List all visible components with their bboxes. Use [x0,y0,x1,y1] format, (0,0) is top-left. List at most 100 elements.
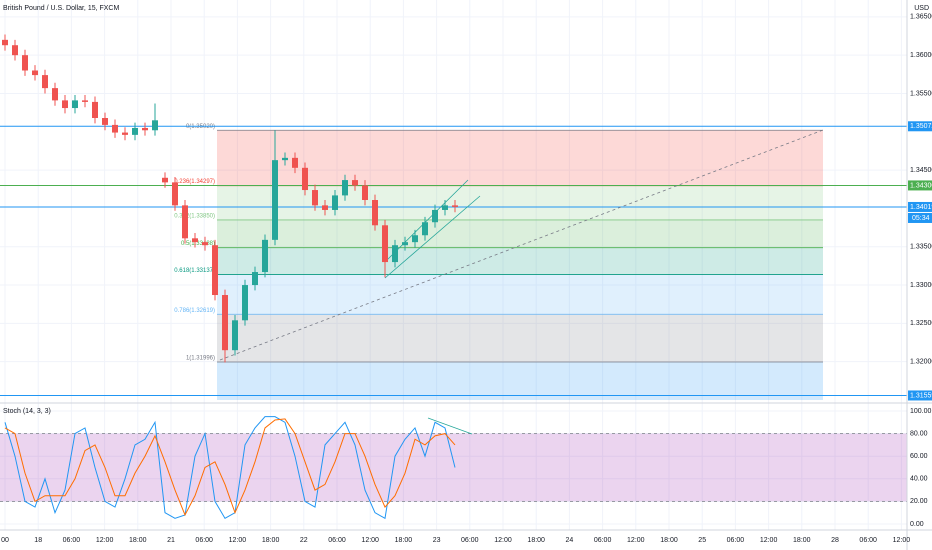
candle-body [102,118,108,125]
candle-body [332,195,338,210]
x-tick-label: 21 [167,537,175,544]
x-tick-label: 12:00 [229,537,247,544]
y-tick-label: 20.00 [910,498,928,505]
x-tick-label: 25 [698,537,706,544]
x-tick-label: 28 [831,537,839,544]
fib-label: 0.382(1.33850) [174,214,215,220]
x-tick-label: 12:00 [494,537,512,544]
x-tick-label: 18:00 [395,537,413,544]
fib-label: 0.236(1.34297) [174,179,215,185]
candle-body [212,245,218,296]
candle-body [252,272,258,286]
candles [2,34,458,363]
stoch-trend-line [427,417,473,435]
channel-upper [384,179,469,263]
candle-body [412,235,418,243]
candle-body [202,242,208,246]
candle-body [132,127,138,135]
candle-body [392,245,398,263]
x-tick-label: 12:00 [361,537,379,544]
channel-lower [384,195,481,279]
candle-body [272,160,278,240]
candle-body [302,167,308,191]
candle-body [322,205,328,210]
candle-body [122,132,128,135]
candle-body [442,205,448,210]
y-tick-label: 40.00 [910,476,928,483]
y-tick-label: 1.36500 [910,14,932,21]
candle-body [262,239,268,273]
price-label: 1.31559 [910,392,932,399]
candle-body [312,190,318,206]
currency: USD [914,5,929,12]
x-tick-label: 18:00 [262,537,280,544]
x-tick-label: 06:00 [195,537,213,544]
price-label-bg [908,201,932,212]
y-tick-label: 100.00 [910,408,932,415]
x-tick-label: 00 [1,537,9,544]
candle-body [382,225,388,263]
x-tick-label: 06:00 [461,537,479,544]
y-tick-label: 1.32000 [910,359,932,366]
fib-label: 0.786(1.32619) [174,308,215,314]
y-tick-label: 1.34500 [910,167,932,174]
candle-body [82,100,88,102]
candle-body [72,100,78,109]
fib-zone [217,185,823,220]
price-label: 1.34300 [910,182,932,189]
stoch-line [4,416,456,520]
x-tick-label: 18:00 [660,537,678,544]
candle-body [342,180,348,196]
price-label-bg [908,390,932,401]
candle-body [242,285,248,321]
candle-body [32,70,38,76]
y-tick-label: 1.33000 [910,282,932,289]
fib-zone [217,314,823,362]
y-tick-label: 1.35500 [910,90,932,97]
y-tick-label: 1.36000 [910,52,932,59]
candle-body [352,180,358,186]
x-tick-label: 18:00 [793,537,811,544]
price-label: 1.34019 [910,204,932,211]
x-tick-label: 06:00 [859,537,877,544]
candle-body [402,242,408,246]
fib-zone [217,274,823,315]
candle-body [282,157,288,161]
grid [0,0,907,530]
fib-label: 1(1.31996) [186,356,215,362]
fib-label: 0(1.35020) [186,124,215,130]
candle-body [52,88,58,101]
candle-body [2,39,8,46]
candle-body [422,222,428,236]
y-tick-label: 60.00 [910,453,928,460]
price-label-bg [908,180,932,191]
candle-body [192,238,198,243]
candle-body [172,182,178,206]
candle-body [142,127,148,131]
y-tick-label: 80.00 [910,430,928,437]
candle-body [362,185,368,200]
x-tick-label: 12:00 [760,537,778,544]
fib-label: 0.618(1.33137) [174,268,215,274]
fib-zones: 0(1.35020) 0.236(1.34297) 0.382(1.33850) 0.… [174,124,823,400]
y-tick-label: 1.32500 [910,320,932,327]
candle-body [92,101,98,119]
x-tick-label: 06:00 [727,537,745,544]
countdown-bg [908,212,932,223]
candle-body [112,124,118,133]
fib-zone [217,219,823,248]
candle-body [222,295,228,351]
x-tick-label: 24 [566,537,574,544]
stoch-title: Stoch (14, 3, 3) [3,408,51,415]
x-tick-label: 06:00 [328,537,346,544]
candle-body [372,200,378,226]
x-tick-label: 06:00 [63,537,81,544]
stoch-band-fill [0,433,907,502]
candle-body [182,205,188,239]
candle-body [432,209,438,223]
candle-body [22,55,28,71]
x-tick-label: 06:00 [594,537,612,544]
price-label: 1.35072 [910,123,932,130]
